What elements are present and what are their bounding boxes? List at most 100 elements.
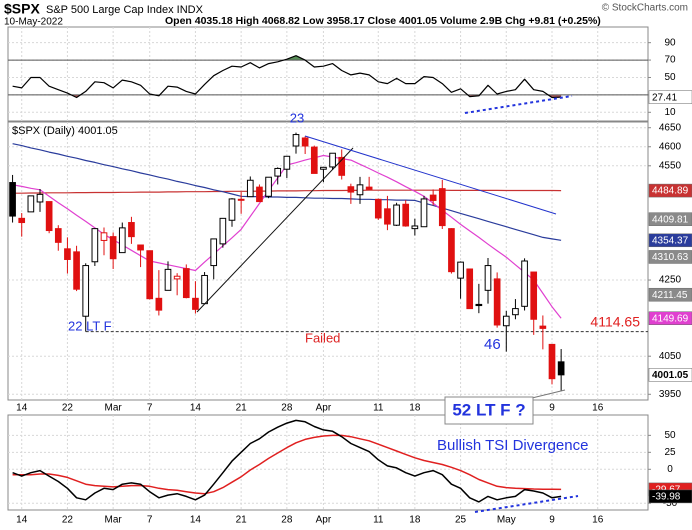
candle-body [9,182,16,217]
candle-body [548,343,556,380]
x-tick-label: 18 [409,515,421,526]
candle-body [356,184,364,196]
x-tick-label: 9 [549,515,555,526]
candle-body [539,325,547,329]
candle-body [54,228,62,243]
y-tick-label: 50 [664,72,676,83]
value-box [648,368,692,382]
value-box [648,250,692,264]
y-tick-label: 70 [664,55,676,66]
candle-body [164,268,172,291]
y-tick-label: 50 [664,430,676,441]
candle-body [45,201,53,232]
candle-body [137,244,144,251]
candle-body [109,236,117,260]
candle-body [91,228,99,263]
moving-average [12,143,562,241]
value-box [648,183,692,198]
tsi-line [12,419,562,503]
plot-layer: 103050709027.411422Mar7142128Apr111825Ma… [8,27,692,526]
x-tick-label: 18 [409,403,421,414]
price-frame [7,121,649,401]
y-tick-label: 4600 [659,141,682,152]
value-box [648,233,692,248]
value-box-label: 4149.69 [652,313,689,324]
tsi-line [12,434,562,495]
candle-body [64,248,71,260]
y-tick-label: 25 [664,447,676,458]
candle-body [228,198,236,221]
candle-body [128,222,135,238]
value-box-label: 27.41 [652,92,677,103]
value-box [648,212,692,226]
candle-body [201,274,208,305]
candle-body [384,208,391,225]
tsi-frame [7,414,649,511]
y-tick-label: 4550 [659,160,682,171]
y-tick-label: 4050 [659,351,682,362]
uptrend-line [196,147,354,313]
x-tick-label: May [497,515,516,526]
level-fill [283,55,306,61]
x-tick-label: 7 [147,515,153,526]
candle-body [466,268,474,310]
value-box [648,287,692,302]
candle-body [237,198,245,201]
y-tick-label: -50 [663,498,678,509]
candle-body [219,217,227,245]
candle-body [530,271,538,320]
symbol: $SPX [4,1,40,17]
rsi-frame [7,26,649,122]
x-tick-label: 25 [455,515,467,526]
rsi-divergence [464,95,573,114]
candle-body [18,217,26,224]
candle-body [265,176,272,197]
failed-label: Failed [305,330,340,345]
x-tick-label: Apr [316,403,332,414]
divergence-label: Bullish TSI Divergence [437,437,588,454]
candle-body [475,303,483,307]
x-tick-label: 7 [147,403,153,414]
x-tick-label: 22 [62,515,74,526]
price-legend: $SPX (Daily) 4001.05 [12,125,118,137]
candle-body [146,250,154,300]
credit: © StockCharts.com [602,3,688,14]
x-tick-label: 11 [373,515,384,526]
candle-body [73,251,80,290]
candle-body [118,227,126,254]
x-tick-label: Apr [316,515,332,526]
x-tick-label: 9 [549,403,555,414]
candle-body [347,186,355,193]
candle-body [82,265,90,317]
candle-body [420,198,428,228]
candle-body [246,179,254,198]
candle-body [338,156,346,176]
value-box [648,489,692,504]
candle-body [192,297,199,310]
x-tick-label: 14 [190,515,202,526]
x-tick-label: 11 [373,403,384,414]
candle-body [393,204,400,226]
x-tick-label: 28 [281,403,293,414]
candle-body [329,152,336,168]
candle-body [27,195,35,213]
date: 10-May-2022 [4,17,63,28]
candle-body [292,134,300,147]
y-tick-label: 4650 [659,122,682,133]
candle-body [521,260,528,307]
candle-body [155,297,163,311]
value-box [648,90,692,104]
candle-body [256,186,263,203]
candle-body [374,198,382,219]
y-tick-label: 0 [667,464,673,475]
candle-body [457,261,464,279]
quote: Open 4035.18 High 4068.82 Low 3958.17 Cl… [165,15,601,27]
candle-body [100,232,108,241]
tsi-divergence [474,495,579,513]
candle-body [365,186,373,190]
x-tick-label: Mar [105,515,123,526]
value-box-label: 4354.37 [652,235,689,246]
candle-body [448,228,455,273]
candle-body [301,137,309,147]
